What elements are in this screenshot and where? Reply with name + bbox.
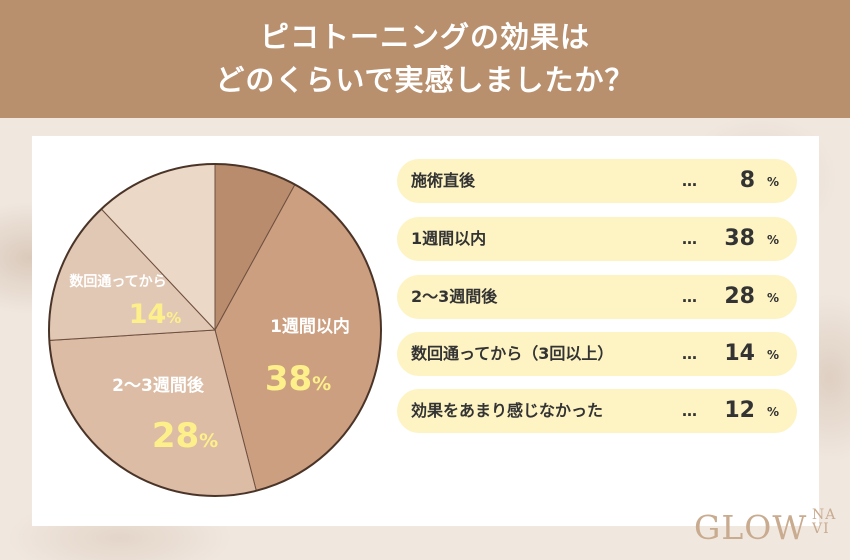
legend-dots: …: [682, 402, 697, 420]
legend-unit: %: [767, 291, 780, 305]
title-line-2: どのくらいで実感しましたか？: [215, 63, 635, 97]
slice-value: 38%: [265, 359, 331, 399]
legend-item: 数回通ってから（3回以上） … 14 %: [397, 332, 797, 376]
slice-label: 数回通ってから: [69, 273, 166, 290]
slice-unit: %: [199, 430, 218, 452]
legend-value: 14: [724, 341, 755, 366]
legend-unit: %: [767, 348, 780, 362]
logo-main: GLOW: [694, 508, 808, 547]
slice-value: 28%: [152, 416, 218, 456]
legend-label: 施術直後: [411, 171, 476, 190]
legend-value: 12: [724, 398, 755, 423]
pie-outline: [48, 163, 382, 497]
slice-unit: %: [166, 309, 181, 327]
title-line-1: ピコトーニングの効果は: [259, 20, 590, 54]
legend-item: 1週間以内 … 38 %: [397, 217, 797, 261]
glow-navi-logo: GLOW NA VI: [694, 508, 835, 547]
header-banner: ピコトーニングの効果は どのくらいで実感しましたか？: [0, 0, 850, 118]
legend-item: 効果をあまり感じなかった … 12 %: [397, 389, 797, 433]
slice-label: 2〜3週間後: [112, 375, 205, 396]
legend-dots: …: [682, 345, 697, 363]
slice-label: 1週間以内: [270, 316, 350, 337]
legend-unit: %: [767, 175, 780, 189]
legend-value: 28: [724, 284, 755, 309]
legend-label: 数回通ってから（3回以上）: [411, 344, 614, 363]
legend-value: 8: [739, 168, 755, 193]
legend-dots: …: [682, 172, 697, 190]
legend-item: 2〜3週間後 … 28 %: [397, 275, 797, 319]
legend-label: 2〜3週間後: [411, 287, 498, 306]
legend-label: 効果をあまり感じなかった: [411, 401, 604, 420]
slice-unit: %: [312, 373, 331, 395]
legend-item: 施術直後 … 8 %: [397, 159, 797, 203]
legend-unit: %: [767, 405, 780, 419]
legend-dots: …: [682, 230, 697, 248]
legend-value: 38: [724, 226, 755, 251]
legend-label: 1週間以内: [411, 229, 487, 248]
legend-unit: %: [767, 233, 780, 247]
logo-sub: NA VI: [812, 507, 837, 537]
legend-dots: …: [682, 288, 697, 306]
